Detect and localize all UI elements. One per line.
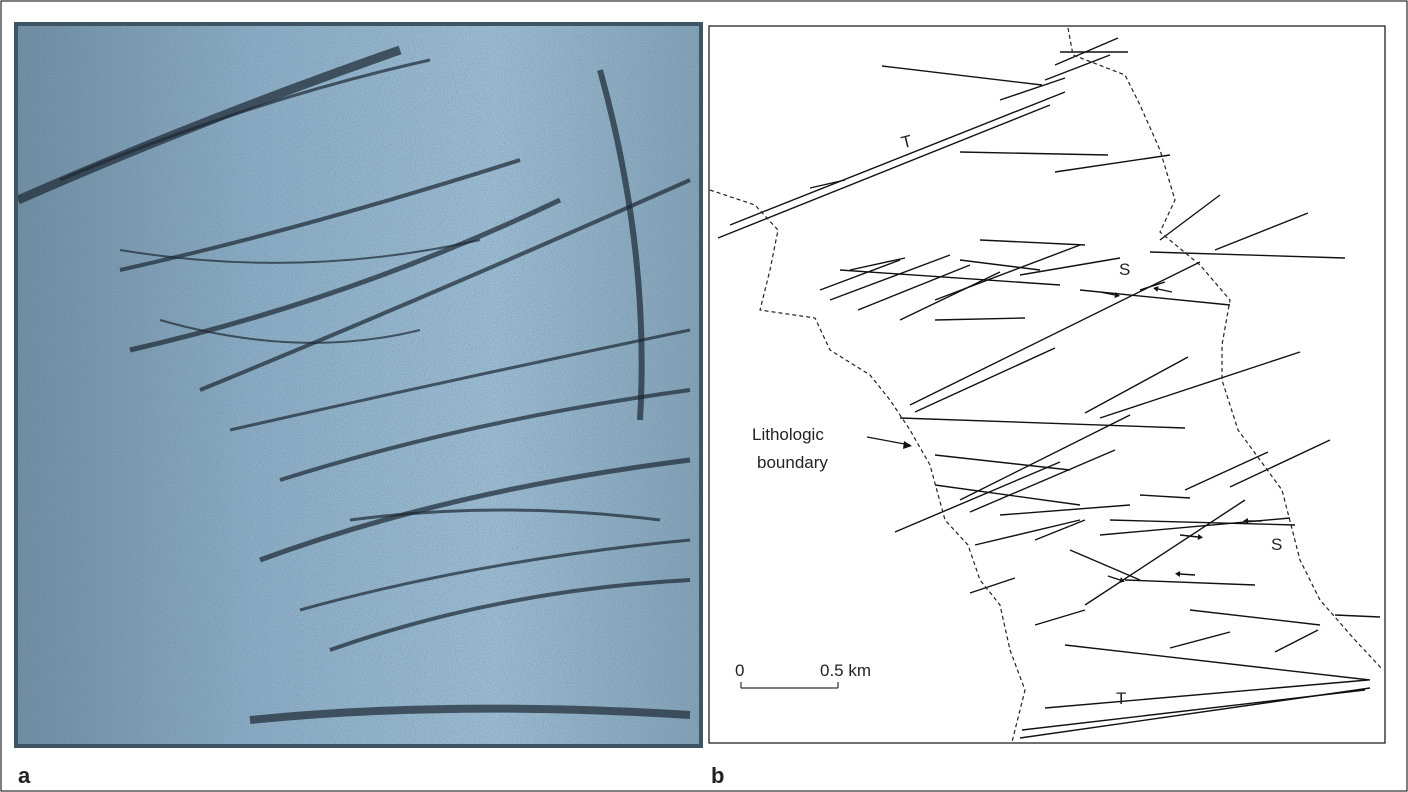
shear-label: S (1271, 535, 1282, 554)
boundary-label: Lithologic (752, 425, 824, 444)
aerial-image (14, 22, 703, 748)
boundary-label: boundary (757, 453, 828, 472)
figure: T S S T Lithologic boundary 0 0.5 km a b (0, 0, 1408, 792)
shear-label: S (1119, 260, 1130, 279)
thrust-label: T (1116, 689, 1126, 708)
map-frame (709, 26, 1385, 743)
slip-arrow (1180, 574, 1195, 575)
panel-label: b (711, 763, 724, 788)
image-texture (18, 26, 699, 744)
scale-end: 0.5 km (820, 661, 871, 680)
panel-label: a (18, 763, 31, 788)
scale-start: 0 (735, 661, 744, 680)
